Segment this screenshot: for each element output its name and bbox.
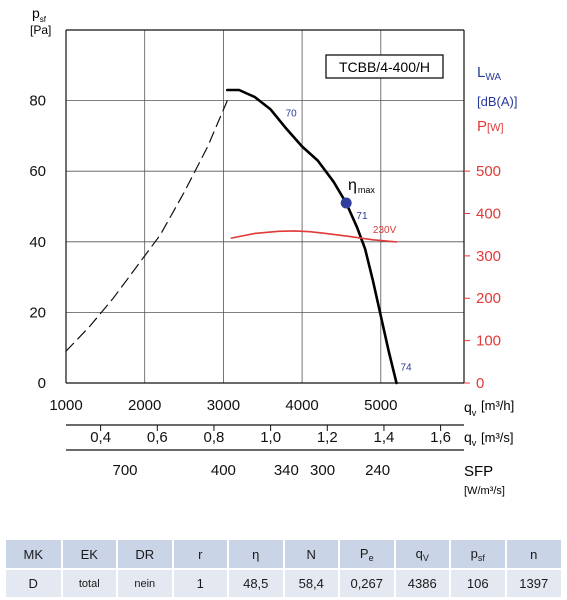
- curve-annotation: 74: [400, 363, 412, 374]
- table-row: D total nein 1 48,5 58,4 0,267 4386 106 …: [6, 568, 561, 597]
- eta-symbol: η: [348, 177, 357, 194]
- power-label: P[W]: [477, 118, 504, 135]
- power-tick-label: 200: [476, 290, 501, 307]
- cell-mk: D: [6, 568, 63, 597]
- cell-ek: total: [61, 568, 118, 597]
- sfp-tick-label: 700: [113, 462, 138, 479]
- col-psf: psf: [450, 540, 507, 569]
- x-tick-label: 1000: [49, 397, 82, 414]
- curve-annotation: 70: [286, 108, 298, 119]
- ms-tick-label: 1,0: [260, 429, 281, 446]
- grid-lines: [66, 30, 464, 383]
- sfp-tick-label: 240: [365, 462, 390, 479]
- sfp-tick-label: 400: [211, 462, 236, 479]
- y-tick-label: 80: [29, 93, 46, 110]
- plot-frame: [65, 29, 470, 451]
- power-tick-label: 0: [476, 375, 484, 392]
- power-tick-label: 400: [476, 205, 501, 222]
- x-axis-unit: [m³/h]: [481, 398, 514, 413]
- lwa-label-sub: WA: [485, 72, 501, 83]
- eta-max-marker: [340, 197, 352, 209]
- table-header-row: MK EK DR r η N Pe qV psf n: [6, 540, 561, 569]
- ms-axis-symbol: qv: [464, 429, 477, 448]
- sfp-axis-label: SFP: [464, 463, 493, 480]
- cell-r: 1: [172, 568, 229, 597]
- cell-eta: 48,5: [228, 568, 285, 597]
- ms-tick-label: 1,4: [374, 429, 395, 446]
- x-axis-symbol-sub: v: [472, 408, 477, 418]
- model-label: TCBB/4-400/H: [339, 59, 430, 75]
- ms-tick-label: 1,2: [317, 429, 338, 446]
- dba-label: [dB(A)]: [477, 94, 517, 109]
- col-eta: η: [228, 540, 285, 569]
- eta-max-label: ηmax: [348, 177, 375, 195]
- ms-tick-label: 1,6: [430, 429, 451, 446]
- ms-tick-label: 0,8: [204, 429, 225, 446]
- ms-axis-symbol-sub: v: [472, 438, 477, 448]
- series-layer: 70 71 74 230V: [65, 88, 412, 385]
- power-tick-label: 500: [476, 163, 501, 180]
- fan-data-table: MK EK DR r η N Pe qV psf n D total nein …: [6, 540, 561, 597]
- y-axis-symbol-sub: sf: [40, 15, 47, 24]
- tick-labels: 1000 2000 3000 4000 5000 0 20 40 60 80 0 100 200 300 4…: [29, 93, 501, 479]
- x-axis-symbol: qv: [464, 399, 477, 418]
- sfp-tick-label: 300: [310, 462, 335, 479]
- pressure-curve-dashed-line: [65, 99, 228, 352]
- y-tick-label: 20: [29, 304, 46, 321]
- col-qv: qV: [394, 540, 451, 569]
- cell-n-upper: 58,4: [283, 568, 340, 597]
- y-tick-label: 40: [29, 234, 46, 251]
- curve-annotation: 71: [356, 211, 368, 222]
- ms-tick-label: 0,4: [90, 429, 111, 446]
- power-tick-label: 100: [476, 333, 501, 350]
- y-tick-label: 60: [29, 163, 46, 180]
- power-curve-line: [230, 230, 398, 243]
- col-n-upper: N: [283, 540, 340, 569]
- curve-annotation: 230V: [373, 225, 397, 236]
- cell-pe: 0,267: [339, 568, 396, 597]
- x-tick-label: 5000: [364, 397, 397, 414]
- cell-qv: 4386: [394, 568, 451, 597]
- model-label-box: [325, 54, 444, 79]
- sfp-tick-label: 340: [274, 462, 299, 479]
- lwa-label: LWA: [477, 64, 501, 83]
- col-r: r: [172, 540, 229, 569]
- y-axis-symbol: psf: [32, 5, 47, 24]
- sfp-axis-unit: [W/m³/s]: [464, 485, 505, 497]
- x-tick-label: 4000: [285, 397, 318, 414]
- col-n: n: [505, 540, 561, 569]
- cell-n: 1397: [505, 568, 561, 597]
- power-tick-label: 300: [476, 248, 501, 265]
- y-tick-label: 0: [38, 375, 46, 392]
- col-ek: EK: [61, 540, 118, 569]
- col-dr: DR: [117, 540, 174, 569]
- col-pe: Pe: [339, 540, 396, 569]
- cell-psf: 106: [450, 568, 507, 597]
- ms-tick-label: 0,6: [147, 429, 168, 446]
- cell-dr: nein: [117, 568, 174, 597]
- col-mk: MK: [6, 540, 63, 569]
- x-tick-label: 2000: [128, 397, 161, 414]
- eta-max-sub: max: [358, 185, 376, 195]
- power-label-unit: [W]: [487, 122, 504, 134]
- x-tick-label: 3000: [207, 397, 240, 414]
- y-axis-unit: [Pa]: [30, 23, 51, 37]
- ms-axis-unit: [m³/s]: [481, 430, 514, 445]
- pressure-curve-line: [226, 88, 398, 385]
